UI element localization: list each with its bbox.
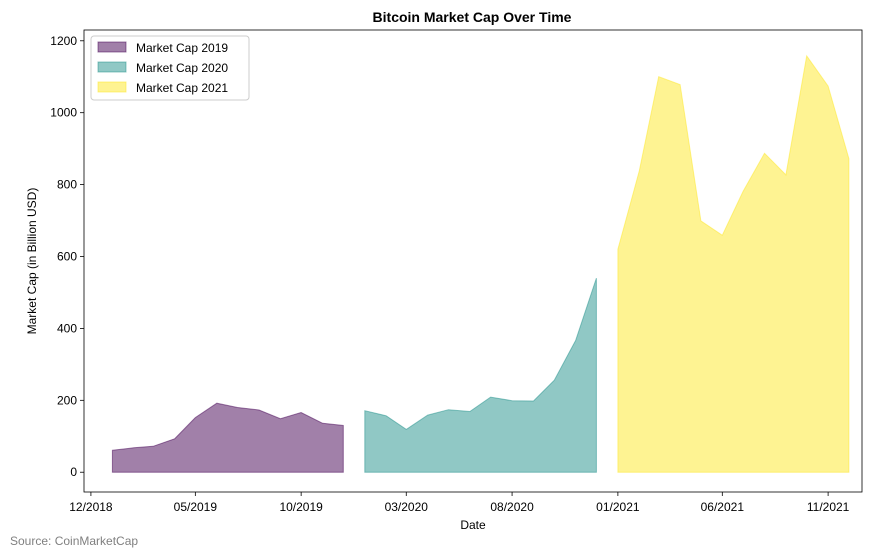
x-tick-label: 05/2019 [174, 500, 218, 514]
legend: Market Cap 2019 Market Cap 2020 Market Cap… [90, 35, 250, 101]
y-axis: 0 200 400 600 800 1000 1200 [50, 34, 84, 479]
y-tick-label: 1200 [50, 34, 77, 48]
legend-label: Market Cap 2021 [136, 81, 228, 95]
x-axis: 12/2018 05/2019 10/2019 03/2020 08/2020 01/20… [69, 492, 850, 514]
x-tick-label: 06/2021 [701, 500, 745, 514]
y-axis-label: Market Cap (in Billion USD) [25, 188, 39, 335]
x-tick-label: 11/2021 [807, 500, 850, 514]
y-tick-label: 1000 [50, 106, 77, 120]
x-tick-label: 10/2019 [279, 500, 323, 514]
y-tick-label: 0 [70, 465, 77, 479]
x-axis-label: Date [460, 518, 486, 532]
y-tick-label: 400 [57, 321, 77, 335]
legend-label: Market Cap 2019 [136, 41, 228, 55]
y-tick-label: 800 [57, 178, 77, 192]
area-series-2 [364, 277, 597, 473]
y-tick-label: 200 [57, 393, 77, 407]
area-series-3 [617, 54, 850, 473]
area-series-1 [111, 402, 344, 473]
legend-swatch [97, 41, 127, 53]
legend-label: Market Cap 2020 [136, 61, 228, 75]
legend-swatch [97, 61, 127, 73]
y-tick-label: 600 [57, 250, 77, 264]
plot-frame [83, 29, 863, 493]
area-series-group [111, 54, 850, 473]
x-tick-label: 12/2018 [69, 500, 113, 514]
source-note: Source: CoinMarketCap [10, 534, 139, 548]
chart-title: Bitcoin Market Cap Over Time [373, 9, 572, 25]
x-tick-label: 08/2020 [490, 500, 534, 514]
legend-swatch [97, 81, 127, 93]
x-tick-label: 03/2020 [385, 500, 429, 514]
x-tick-label: 01/2021 [596, 500, 640, 514]
legend-box [90, 35, 250, 101]
